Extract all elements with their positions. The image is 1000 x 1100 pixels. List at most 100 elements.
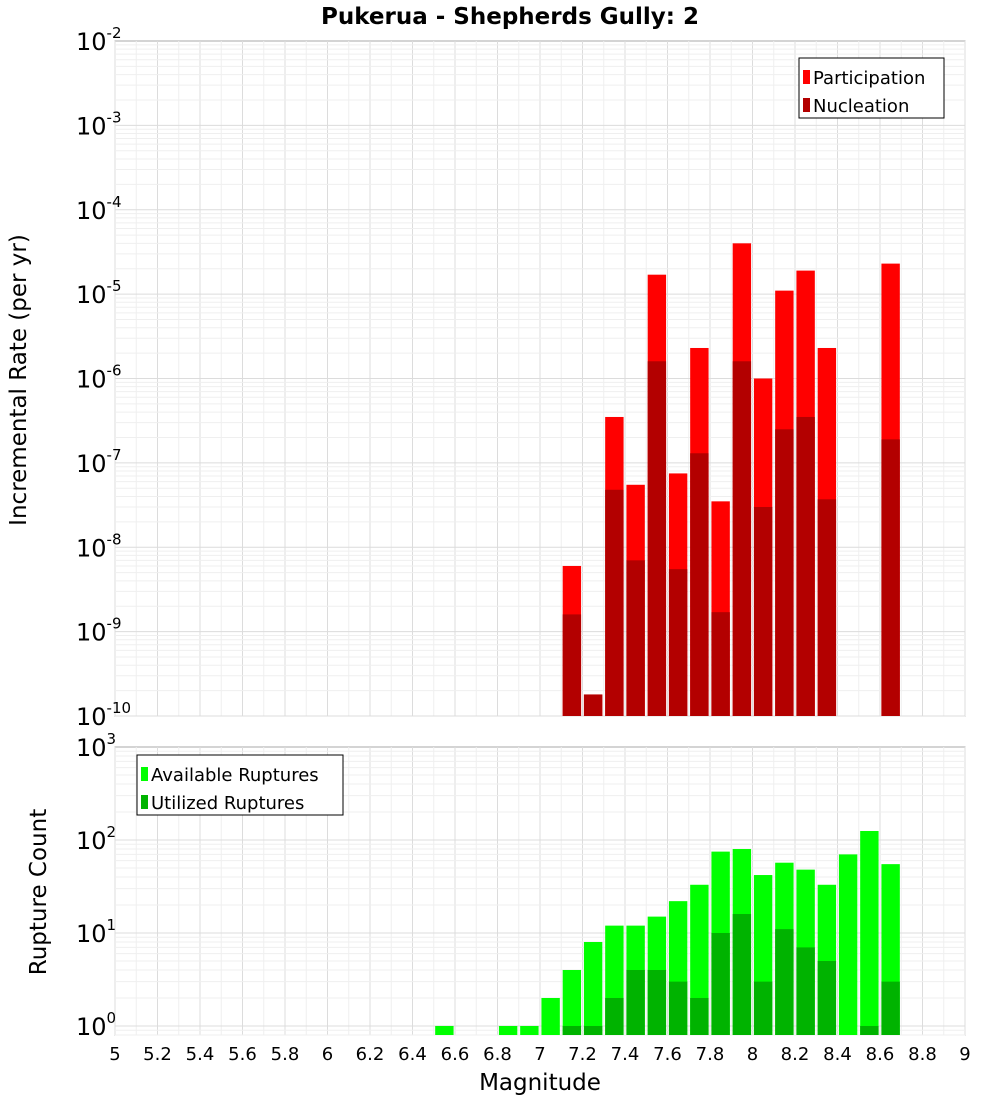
top-y-axis-label: Incremental Rate (per yr) [6,234,32,526]
bottom-y-tick-label: 101 [76,916,116,948]
bottom-bar-primary [690,884,709,1035]
x-tick-label: 5.2 [143,1044,172,1065]
top-bar-secondary [668,569,688,716]
bottom-legend-label: Utilized Ruptures [151,793,304,814]
top-bar-secondary [881,439,900,716]
bottom-y-tick-exponent: 1 [107,916,117,934]
bottom-bar-secondary [668,981,688,1035]
bottom-bar-secondary [775,929,794,1035]
x-tick-label: 7.6 [653,1044,682,1065]
bottom-y-tick-exponent: 2 [107,823,117,841]
x-tick-label: 6 [322,1044,333,1065]
top-y-tick-exponent: -6 [107,362,122,380]
bottom-y-tick-label: 103 [76,730,116,762]
top-y-tick-label: 10-2 [76,24,122,56]
top-bar-secondary [732,361,752,716]
top-y-tick-label: 10-7 [76,446,122,478]
top-legend-label: Nucleation [813,96,909,117]
top-legend-swatch [803,98,810,112]
top-y-tick-label: 10-9 [76,615,122,647]
x-tick-label: 7.8 [696,1044,725,1065]
top-y-tick-label: 10-6 [76,362,122,394]
top-bar-secondary [753,506,773,716]
x-tick-label: 8.8 [908,1044,937,1065]
bottom-bar-secondary [626,969,645,1035]
top-bar-secondary [583,694,603,716]
x-tick-label: 5.8 [271,1044,300,1065]
bottom-y-tick-exponent: 3 [107,730,117,748]
bottom-legend-box [136,754,344,816]
x-axis-label: Magnitude [479,1070,601,1096]
top-bar-secondary [562,614,582,716]
bottom-bar-primary [562,969,582,1035]
bottom-bar-primary [520,1025,539,1035]
bottom-bar-secondary [860,1025,879,1035]
x-tick-label: 5.4 [186,1044,215,1065]
bottom-bar-primary [435,1025,454,1035]
x-tick-label: 8.4 [823,1044,852,1065]
chart-title: Pukerua - Shepherds Gully: 2 [321,4,699,30]
x-tick-label: 8.6 [866,1044,895,1065]
top-bar-secondary [626,560,645,716]
top-y-tick-exponent: -2 [107,24,122,42]
top-bar-secondary [775,429,794,716]
top-bar-secondary [817,499,837,716]
bottom-bar-secondary [690,997,709,1035]
bottom-bar-secondary [753,981,773,1035]
x-tick-label: 6.4 [398,1044,427,1065]
top-y-tick-exponent: -9 [107,615,122,633]
top-y-tick-exponent: -10 [107,699,132,717]
bottom-y-tick-exponent: 0 [107,1009,117,1027]
top-y-tick-exponent: -4 [107,193,122,211]
x-tick-label: 7.2 [568,1044,597,1065]
bottom-y-tick-label: 102 [76,823,116,855]
x-tick-label: 6.8 [483,1044,512,1065]
x-tick-label: 7 [534,1044,545,1065]
top-legend-box [798,57,945,119]
bottom-legend-swatch [141,767,148,781]
bottom-bar-secondary [881,981,900,1035]
top-bar-secondary [711,612,730,716]
top-legend-swatch [803,70,810,84]
bottom-bar-primary [541,997,560,1035]
bottom-bar-secondary [817,960,837,1035]
bottom-legend-swatch [141,795,148,809]
top-y-tick-label: 10-4 [76,193,122,225]
top-y-tick-label: 10-8 [76,530,122,562]
bottom-bar-primary [583,942,603,1035]
bottom-bar-secondary [796,947,815,1035]
x-tick-label: 8 [747,1044,758,1065]
top-legend-label: Participation [813,68,925,89]
top-legend: Participation Nucleation [798,57,945,119]
top-plot: 10-10 10-9 10-8 10-7 10-6 1 0 -5 10-4 10-3 10-2 Par… [76,24,971,1065]
x-tick-label: 5.6 [228,1044,257,1065]
bottom-bar-secondary [732,914,752,1035]
top-y-tick-exponent: -7 [107,446,122,464]
top-y-tick-label: 10-10 [76,699,131,731]
bottom-bar-primary [498,1025,518,1035]
top-y-tick-exponent: -5 [107,277,122,295]
bottom-legend-label: Available Ruptures [151,765,319,786]
top-bar-secondary [605,489,624,716]
bottom-y-tick-label: 100 [76,1009,116,1041]
top-y-tick-exponent: -3 [107,108,122,126]
x-tick-label: 5 [109,1044,120,1065]
x-tick-label: 6.6 [441,1044,470,1065]
bottom-bar-secondary [605,997,624,1035]
x-tick-label: 9 [959,1044,970,1065]
x-tick-label: 8.2 [781,1044,810,1065]
x-tick-label: 6.2 [356,1044,385,1065]
bottom-y-axis-label: Rupture Count [26,809,52,975]
top-bar-secondary [796,416,815,716]
bottom-bar-primary [838,854,858,1035]
bottom-bar-primary [860,830,879,1035]
top-y-tick-label: 10-3 [76,108,122,140]
top-bar-secondary [690,453,709,716]
bottom-bar-secondary [711,932,730,1035]
top-bar-secondary [647,361,667,716]
bottom-bar-secondary [583,1025,603,1035]
bottom-bar-secondary [562,1025,582,1035]
bottom-bar-secondary [647,969,667,1035]
